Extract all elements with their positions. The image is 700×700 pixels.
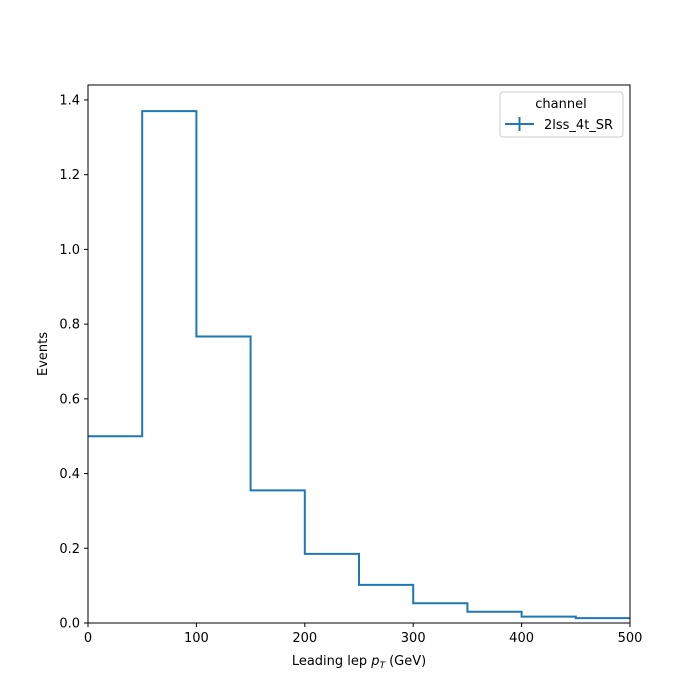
x-axis-label-subscript: T — [380, 661, 387, 671]
x-axis-label: Leading lep pT (GeV) — [292, 654, 426, 671]
legend-series-label: 2lss_4t_SR — [544, 118, 613, 133]
x-tick-label: 300 — [401, 631, 426, 646]
histogram-step-line — [88, 110, 630, 620]
x-tick-label: 500 — [618, 631, 643, 646]
y-tick-label: 1.2 — [59, 168, 80, 183]
y-tick-label: 0.6 — [59, 392, 80, 407]
y-tick-label: 1.0 — [59, 243, 80, 258]
plot-area — [87, 84, 631, 624]
y-axis-ticks: 0.0 0.2 0.4 0.6 0.8 1.0 1.2 1.4 — [59, 93, 88, 632]
y-tick-label: 0.0 — [59, 617, 80, 632]
y-tick-label: 0.4 — [59, 467, 80, 482]
y-tick-label: 0.8 — [59, 318, 80, 333]
legend: channel 2lss_4t_SR — [499, 91, 624, 138]
legend-title: channel — [535, 97, 586, 112]
y-axis-label: Events — [36, 332, 51, 376]
histogram-series — [88, 110, 630, 620]
x-tick-label: 0 — [84, 631, 92, 646]
legend-box — [499, 91, 624, 138]
x-axis-label-unit: (GeV) — [389, 654, 426, 669]
y-tick-label: 1.4 — [59, 93, 80, 108]
x-axis-label-text: Leading lep — [292, 654, 367, 669]
x-tick-label: 400 — [509, 631, 534, 646]
y-tick-label: 0.2 — [59, 542, 80, 557]
x-tick-label: 100 — [184, 631, 209, 646]
x-tick-label: 200 — [292, 631, 317, 646]
x-axis-ticks: 0 100 200 300 400 500 — [84, 623, 643, 646]
x-axis-label-symbol: p — [370, 654, 379, 669]
axes-frame — [87, 84, 631, 624]
